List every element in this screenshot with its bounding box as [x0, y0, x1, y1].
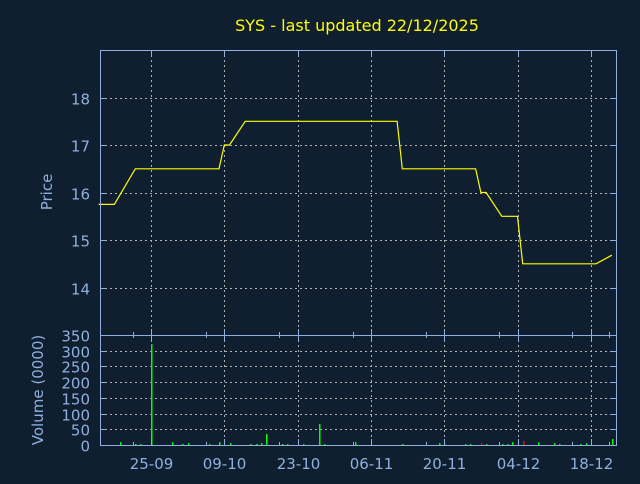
volume-bar — [612, 439, 614, 445]
volume-bar — [261, 443, 263, 445]
price-axis-label: Price — [38, 174, 56, 211]
price-tick-label: 15 — [71, 233, 90, 251]
volume-bar — [172, 442, 174, 445]
volume-bar — [523, 440, 525, 445]
volume-axis-label: Volume (0000) — [29, 335, 47, 445]
volume-bar — [303, 444, 305, 445]
volume-bar — [319, 423, 321, 445]
grid — [100, 50, 616, 445]
price-tick-label: 16 — [71, 186, 90, 204]
date-tick-label: 09-10 — [203, 455, 247, 473]
volume-bar — [282, 444, 284, 445]
volume-bar — [586, 443, 588, 445]
date-tick-label: 06-11 — [350, 455, 394, 473]
volume-bar — [250, 444, 252, 445]
volume-bar — [512, 442, 514, 445]
volume-bar — [209, 444, 211, 445]
volume-bar — [135, 444, 137, 445]
volume-tick-label: 200 — [61, 375, 90, 393]
date-tick-label: 18-12 — [570, 455, 614, 473]
volume-bar — [439, 443, 441, 445]
price-tick-label: 18 — [71, 91, 90, 109]
price-tick-label: 14 — [71, 281, 90, 299]
date-tick-label: 20-11 — [423, 455, 467, 473]
volume-tick-label: 100 — [61, 407, 90, 425]
volume-bar — [266, 434, 268, 445]
volume-bar — [120, 442, 122, 445]
volume-bar — [507, 444, 509, 445]
volume-tick-label: 350 — [61, 328, 90, 346]
price-series — [98, 120, 613, 265]
volume-bar — [470, 444, 472, 445]
volume-tick-label: 300 — [61, 344, 90, 362]
volume-bar — [256, 444, 258, 445]
volume-tick-label: 250 — [61, 359, 90, 377]
volume-bar — [481, 443, 483, 445]
price-line — [98, 120, 613, 265]
volume-bar — [151, 344, 153, 445]
chart-title: SYS - last updated 22/12/2025 — [235, 16, 479, 35]
volume-bar — [465, 444, 467, 445]
volume-bar — [502, 444, 504, 445]
volume-bar — [559, 444, 561, 445]
volume-bar — [287, 444, 289, 445]
volume-bars — [120, 344, 614, 445]
volume-plot-frame — [100, 335, 617, 446]
volume-bar — [219, 442, 221, 445]
volume-tick-label: 50 — [71, 422, 90, 440]
volume-bar — [580, 444, 582, 445]
volume-bar — [486, 444, 488, 445]
date-tick-label: 25-09 — [130, 455, 174, 473]
volume-bar — [182, 444, 184, 445]
volume-bar — [538, 442, 540, 445]
volume-bar — [554, 443, 556, 445]
volume-bar — [140, 444, 142, 445]
volume-tick-label: 150 — [61, 391, 90, 409]
volume-tick-label: 0 — [80, 438, 90, 456]
date-tick-label: 04-12 — [497, 455, 541, 473]
price-tick-label: 17 — [71, 138, 90, 156]
date-tick-label: 23-10 — [277, 455, 321, 473]
volume-bar — [230, 443, 232, 445]
volume-bar — [402, 444, 404, 445]
volume-bar — [355, 442, 357, 445]
volume-bar — [324, 444, 326, 445]
volume-bar — [188, 443, 190, 445]
